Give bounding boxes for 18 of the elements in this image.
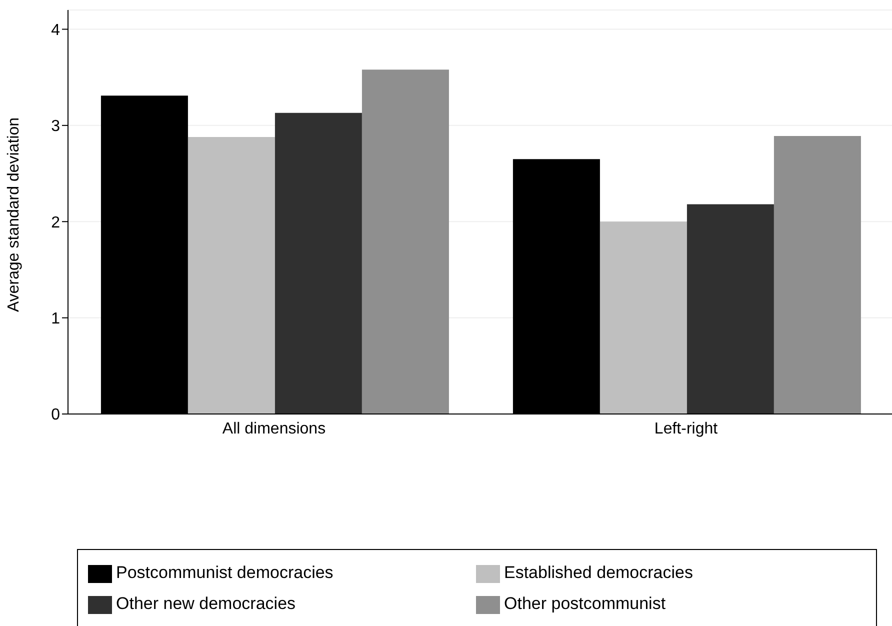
legend-label: Other postcommunist — [504, 593, 667, 615]
legend-label: Postcommunist democracies — [116, 562, 334, 584]
y-tick-label: 2 — [51, 214, 60, 232]
x-tick-label: Left-right — [654, 420, 718, 438]
bar — [274, 112, 362, 414]
y-tick-label: 1 — [51, 310, 60, 328]
x-tick-label: All dimensions — [222, 420, 326, 438]
y-tick-label: 4 — [51, 22, 60, 39]
bar — [774, 136, 861, 414]
y-axis-title: Average standard deviation — [6, 117, 23, 312]
bar — [686, 204, 774, 414]
bar — [600, 222, 687, 414]
legend-label: Established democracies — [504, 562, 694, 584]
y-tick-label: 0 — [51, 406, 60, 424]
legend-label: Other new democracies — [116, 593, 297, 615]
bar — [362, 70, 449, 414]
y-tick-label: 3 — [51, 118, 60, 136]
bar — [188, 136, 275, 414]
